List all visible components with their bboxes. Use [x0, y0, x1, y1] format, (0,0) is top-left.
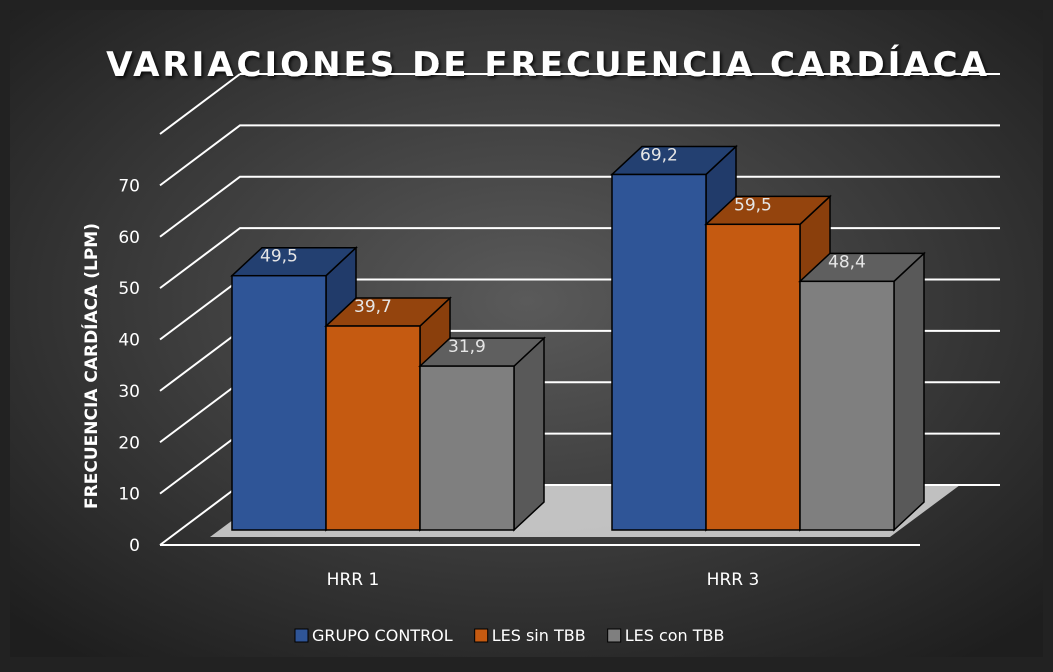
- bar-side: [893, 251, 925, 532]
- legend-label: LES sin TBB: [492, 626, 586, 645]
- chart-title: VARIACIONES DE FRECUENCIA CARDÍACA: [106, 44, 990, 85]
- y-tick-label: 50: [118, 279, 140, 299]
- y-axis-title: FRECUENCIA CARDÍACA (LPM): [80, 223, 102, 509]
- bar-side: [513, 336, 545, 532]
- y-tick-label: 40: [118, 331, 140, 351]
- y-tick-label: 10: [118, 485, 140, 505]
- y-tick-label: 60: [118, 228, 140, 248]
- data-label: 59,5: [734, 195, 772, 215]
- y-tick-label: 0: [129, 536, 140, 556]
- bar: [419, 365, 515, 531]
- x-tick-label: HRR 1: [327, 570, 380, 590]
- y-tick-label: 30: [118, 382, 140, 402]
- legend-swatch: [607, 628, 622, 643]
- bar: [799, 280, 895, 531]
- bar: [231, 274, 327, 531]
- wall-edge: [159, 73, 241, 135]
- data-label: 48,4: [828, 252, 866, 272]
- data-label: 69,2: [640, 145, 678, 165]
- legend-swatch: [294, 628, 309, 643]
- grid-line: [159, 124, 1000, 187]
- y-tick-label: 20: [118, 433, 140, 453]
- x-tick-label: HRR 3: [707, 570, 760, 590]
- legend-swatch: [474, 628, 489, 643]
- data-label: 49,5: [260, 247, 298, 267]
- bar: [611, 173, 707, 531]
- data-label: 31,9: [448, 337, 486, 357]
- grid-line: [159, 175, 1000, 238]
- bar: [325, 325, 421, 531]
- data-label: 39,7: [354, 297, 392, 317]
- legend-label: LES con TBB: [625, 626, 725, 645]
- bar: [705, 223, 801, 531]
- y-tick-label: 70: [118, 176, 140, 196]
- legend-label: GRUPO CONTROL: [312, 626, 453, 645]
